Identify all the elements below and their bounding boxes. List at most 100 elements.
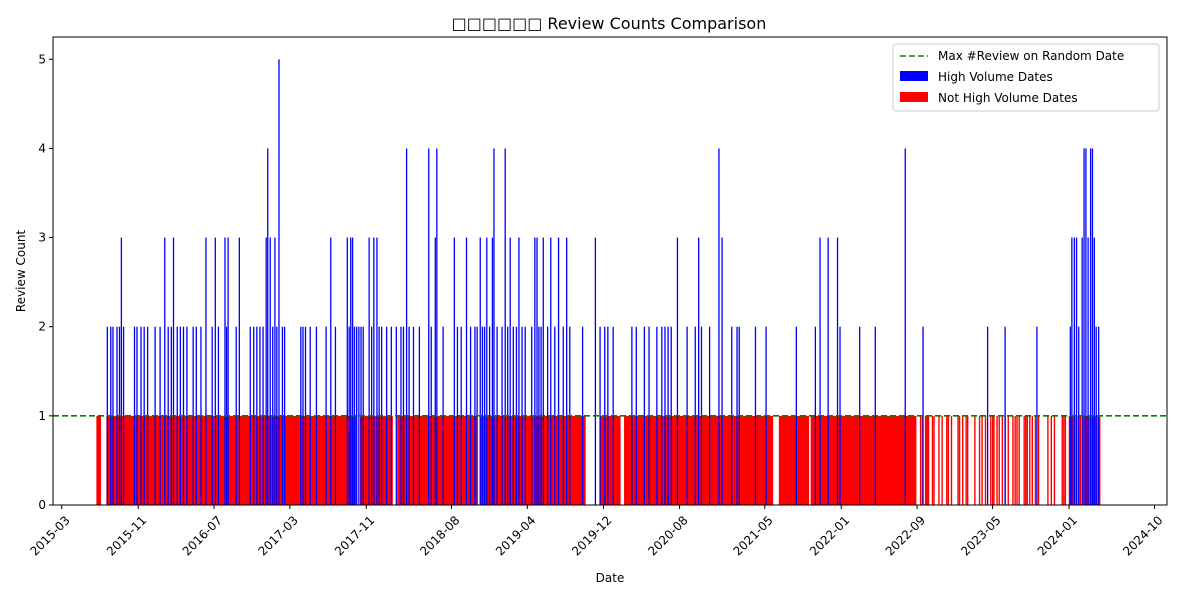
legend-high-volume-label: High Volume Dates [938, 70, 1053, 84]
high-volume-bar [402, 326, 405, 505]
legend-high-volume-swatch [900, 71, 928, 81]
high-volume-bar [718, 148, 720, 505]
high-volume-bar [140, 326, 142, 505]
not-high-volume-bar [1014, 415, 1016, 505]
high-volume-bar [453, 237, 455, 506]
high-volume-bar [546, 326, 549, 505]
not-high-volume-bar [931, 415, 934, 505]
not-high-volume-bar [1072, 415, 1074, 505]
legend-not-high-volume-label: Not High Volume Dates [938, 91, 1078, 105]
not-high-volume-bar [991, 415, 994, 505]
high-volume-bar [350, 237, 352, 506]
high-volume-bar [211, 326, 213, 505]
y-tick-label: 4 [38, 141, 46, 155]
high-volume-bar [538, 326, 540, 505]
high-volume-bar [721, 237, 723, 506]
high-volume-bar [356, 326, 358, 505]
not-high-volume-bar [1079, 415, 1082, 505]
x-axis-title: Date [596, 571, 625, 585]
high-volume-bar [172, 237, 175, 506]
high-volume-bar [594, 237, 597, 506]
not-high-volume-bar [1064, 415, 1067, 505]
high-volume-bar [827, 237, 829, 506]
y-tick-label: 5 [38, 52, 46, 66]
high-volume-bar [205, 237, 207, 506]
high-volume-bar [376, 237, 378, 506]
high-volume-bar [274, 237, 276, 506]
high-volume-bar [302, 326, 304, 505]
y-axis-title: Review Count [14, 230, 28, 313]
not-high-volume-bar [978, 415, 981, 505]
high-volume-bar [373, 237, 375, 506]
not-high-volume-bar [1061, 415, 1063, 505]
not-high-volume-bar [996, 415, 998, 505]
not-high-volume-bar [1053, 415, 1056, 505]
not-high-volume-bar [950, 415, 953, 505]
not-high-volume-bar [962, 415, 964, 505]
not-high-volume-bar [1034, 415, 1037, 505]
not-high-volume-bar [1088, 415, 1090, 505]
high-volume-bar [122, 326, 125, 505]
not-high-volume-bar [967, 415, 969, 505]
high-volume-bar [278, 59, 280, 506]
high-volume-bar [195, 326, 197, 505]
high-volume-bar [599, 326, 601, 505]
high-volume-bar [1075, 237, 1078, 506]
high-volume-bar [1004, 326, 1006, 505]
chart-title: □□□□□□ Review Counts Comparison [452, 14, 767, 33]
not-high-volume-bar [1023, 415, 1025, 505]
not-high-volume-bar [1031, 415, 1033, 505]
not-high-volume-bar [1068, 415, 1071, 505]
high-volume-bar [276, 326, 278, 505]
high-volume-bar [566, 237, 568, 506]
high-volume-bar [483, 326, 486, 505]
high-volume-bar [1095, 326, 1097, 505]
not-high-volume-bar [1092, 415, 1095, 505]
high-volume-bar [418, 326, 421, 505]
legend-not-high-volume-swatch [900, 92, 928, 102]
high-volume-bar [1091, 148, 1094, 505]
not-high-volume-bar [924, 415, 927, 505]
high-volume-bar [708, 326, 711, 505]
high-volume-bar [581, 326, 584, 505]
y-tick-label: 2 [38, 320, 46, 334]
high-volume-bar [283, 326, 286, 505]
not-high-volume-bar [1047, 415, 1049, 505]
high-volume-bar [465, 237, 468, 506]
legend-box [892, 43, 1160, 112]
y-tick-label: 0 [38, 498, 46, 512]
high-volume-bar [405, 148, 408, 505]
not-high-volume-bar [1050, 415, 1053, 505]
y-tick-label: 3 [38, 231, 46, 245]
not-high-volume-bar [1063, 415, 1065, 505]
high-volume-bar [346, 237, 348, 506]
high-volume-bar [481, 326, 484, 505]
high-volume-bar [518, 237, 520, 506]
high-volume-bar [167, 326, 169, 505]
high-volume-bar [562, 326, 564, 505]
not-high-volume-bar [1037, 415, 1040, 505]
legend: Max #Review on Random Date High Volume D… [892, 43, 1160, 112]
not-high-volume-bar-range [778, 415, 810, 505]
not-high-volume-bar [993, 415, 995, 505]
high-volume-bar [493, 148, 495, 505]
plot-area [52, 36, 1168, 506]
high-volume-bar [664, 326, 666, 505]
not-high-volume-bar [965, 415, 967, 505]
not-high-volume-bar [957, 415, 959, 505]
not-high-volume-bar [919, 415, 922, 505]
not-high-volume-bar [938, 415, 940, 505]
high-volume-bar [542, 237, 544, 506]
high-volume-bar [249, 326, 251, 505]
not-high-volume-bar [958, 415, 961, 505]
high-volume-bar [224, 237, 226, 506]
high-volume-bar [269, 237, 271, 506]
high-volume-bar [1073, 237, 1076, 506]
high-volume-bar [534, 237, 536, 506]
high-volume-bar [536, 237, 538, 506]
high-volume-bar [557, 237, 560, 506]
high-volume-bar [267, 148, 269, 505]
not-high-volume-bar [1074, 415, 1076, 505]
high-volume-bar [1093, 237, 1095, 506]
not-high-volume-bar [981, 415, 983, 505]
